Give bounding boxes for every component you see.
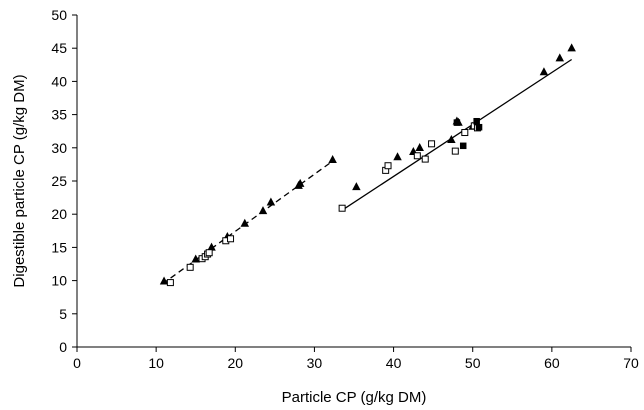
data-point-triangle xyxy=(555,53,565,62)
x-tick-label: 70 xyxy=(623,355,639,371)
y-tick-label: 35 xyxy=(51,107,67,123)
data-point-open-square xyxy=(384,162,392,170)
data-point-triangle xyxy=(207,242,216,251)
data-point-filled-square xyxy=(473,117,480,125)
y-tick-label: 10 xyxy=(51,273,67,289)
y-tick-label: 25 xyxy=(51,173,67,189)
y-tick-label: 20 xyxy=(51,206,67,222)
y-tick-label: 5 xyxy=(59,306,67,322)
x-tick-label: 60 xyxy=(544,355,560,371)
y-tick-label: 0 xyxy=(59,339,67,355)
data-point-open-square xyxy=(338,204,346,212)
data-point-triangle xyxy=(567,43,576,52)
y-axis-title: Digestible particle CP (g/kg DM) xyxy=(11,74,28,287)
data-point-open-square xyxy=(451,147,459,155)
data-point-open-square xyxy=(413,152,421,160)
data-point-triangle xyxy=(266,197,276,206)
data-point-open-square xyxy=(186,263,194,271)
data-point-filled-square xyxy=(453,119,461,126)
dashed-regression-line xyxy=(162,160,334,285)
data-point-filled-square xyxy=(475,123,483,131)
data-point-open-square xyxy=(205,249,213,257)
data-point-open-square xyxy=(421,155,429,163)
data-point-triangle xyxy=(295,178,305,187)
data-point-triangle xyxy=(240,218,250,227)
y-tick-label: 50 xyxy=(51,7,67,23)
data-point-open-square xyxy=(461,129,469,137)
y-tick-label: 30 xyxy=(51,140,67,156)
data-point-open-square xyxy=(428,140,436,148)
x-axis-title: Particle CP (g/kg DM) xyxy=(282,389,427,406)
x-tick-label: 50 xyxy=(465,355,481,371)
data-point-triangle xyxy=(393,152,402,161)
data-point-triangle xyxy=(447,135,456,144)
y-tick-label: 15 xyxy=(51,239,67,255)
x-tick-label: 0 xyxy=(73,355,81,371)
data-point-triangle xyxy=(328,154,337,163)
data-point-open-square xyxy=(166,279,174,287)
y-tick-label: 45 xyxy=(51,40,67,56)
data-point-triangle xyxy=(352,182,361,191)
data-point-open-square xyxy=(227,235,235,243)
data-point-triangle xyxy=(539,67,549,76)
data-point-triangle xyxy=(159,276,169,285)
y-tick-label: 40 xyxy=(51,73,67,89)
data-point-triangle xyxy=(258,206,268,215)
solid-regression-line xyxy=(341,58,572,211)
data-point-triangle xyxy=(415,143,424,151)
data-point-filled-square xyxy=(459,142,467,150)
x-tick-label: 40 xyxy=(386,355,402,371)
x-tick-label: 10 xyxy=(148,355,164,371)
x-tick-label: 30 xyxy=(307,355,323,371)
data-point-triangle xyxy=(191,254,200,263)
x-tick-label: 20 xyxy=(227,355,243,371)
plot-area: 0 10 20 30 40 50 60 70 0 5 10 15 20 25 30 35 40 45 50 xyxy=(51,7,639,371)
